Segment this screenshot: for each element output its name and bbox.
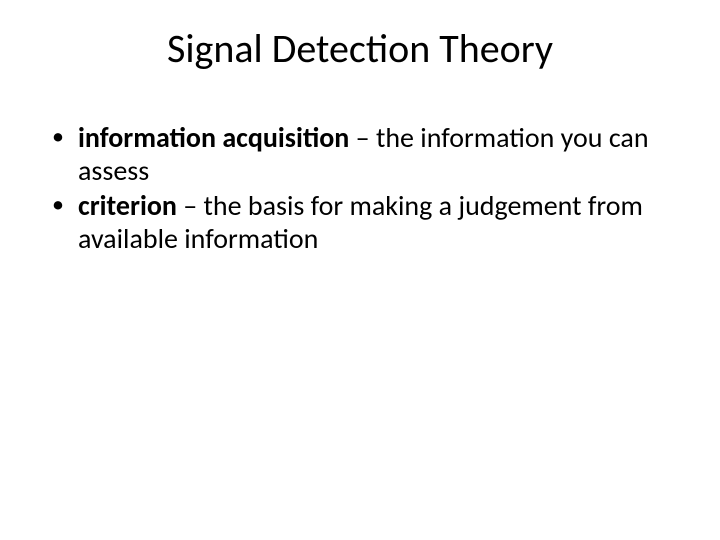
sep: – xyxy=(349,120,376,155)
slide-title: Signal Detection Theory xyxy=(0,0,720,73)
list-item: criterion – the basis for making a judge… xyxy=(50,189,670,255)
bullet-list: information acquisition – the informatio… xyxy=(50,121,670,255)
sep: – xyxy=(177,188,204,223)
slide-body: information acquisition – the informatio… xyxy=(50,121,670,255)
term: criterion xyxy=(78,188,177,223)
term: information acquisition xyxy=(78,120,349,155)
list-item: information acquisition – the informatio… xyxy=(50,121,670,187)
slide: Signal Detection Theory information acqu… xyxy=(0,0,720,540)
